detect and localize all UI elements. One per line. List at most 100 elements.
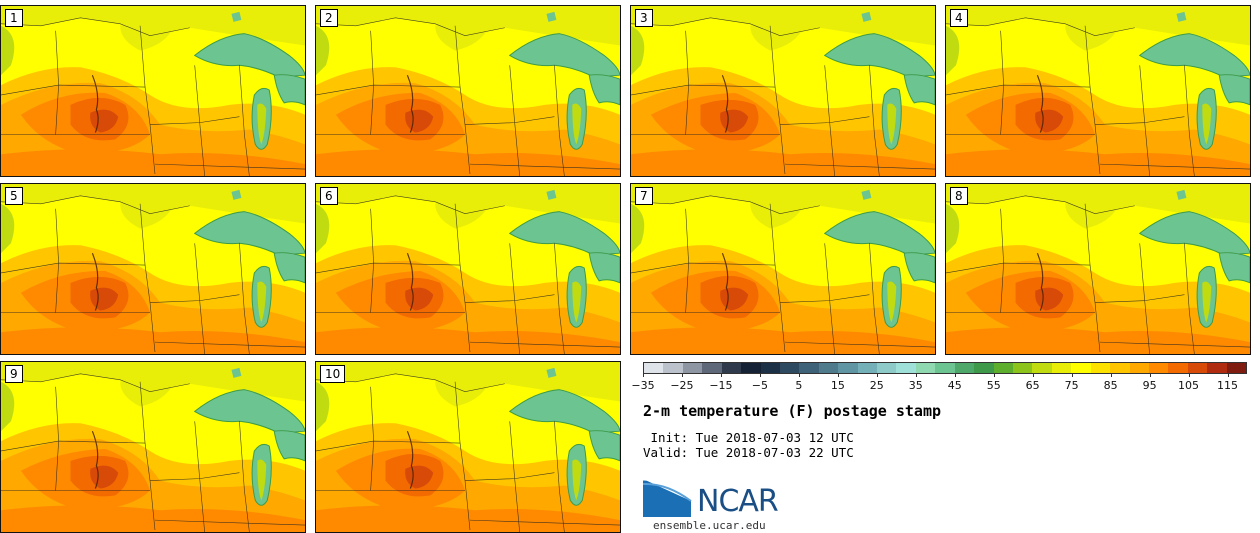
colorbar-swatch	[993, 363, 1014, 373]
colorbar-tick-label: 65	[1025, 379, 1040, 392]
colorbar-swatch	[682, 363, 703, 373]
colorbar-swatch	[1071, 363, 1091, 373]
colorbar-tick-label: −15	[709, 379, 733, 392]
panel-number: 4	[950, 9, 968, 27]
colorbar-swatch	[702, 363, 722, 373]
panel-number: 5	[5, 187, 23, 205]
temperature-map	[316, 6, 620, 176]
colorbar-tick-mark	[759, 374, 761, 377]
colorbar-tick-label: 35	[908, 379, 923, 392]
valid-time: Valid: Tue 2018-07-03 22 UTC	[643, 445, 854, 460]
panel-number: 8	[950, 187, 968, 205]
colorbar-swatch	[896, 363, 916, 373]
temperature-map	[631, 184, 935, 354]
colorbar-tick-mark	[720, 374, 722, 377]
colorbar-swatch	[818, 363, 839, 373]
colorbar-tick-mark	[993, 374, 995, 377]
colorbar-tick-mark	[1071, 374, 1073, 377]
colorbar-swatch	[954, 363, 975, 373]
colorbar-swatch	[915, 363, 936, 373]
init-time: Init: Tue 2018-07-03 12 UTC	[643, 430, 854, 445]
colorbar-tick-label: 55	[986, 379, 1001, 392]
colorbar-tick-label: −5	[751, 379, 768, 392]
ncar-logo-text: NCAR	[697, 484, 779, 519]
colorbar-tick-mark	[876, 374, 878, 377]
colorbar-tick-mark	[798, 374, 800, 377]
colorbar-tick-mark	[837, 374, 839, 377]
ncar-logo	[643, 477, 692, 517]
colorbar-swatch	[1051, 363, 1072, 373]
temperature-map	[316, 362, 620, 532]
colorbar-tick-label: 105	[1178, 379, 1200, 392]
panel-number: 10	[320, 365, 346, 383]
colorbar-swatch	[721, 363, 742, 373]
colorbar-tick-mark	[1227, 374, 1229, 377]
colorbar-tick-mark	[1110, 374, 1112, 377]
temperature-map	[1, 6, 305, 176]
colorbar-swatch	[644, 363, 664, 373]
map-panel: 2	[315, 5, 621, 177]
site-url[interactable]: ensemble.ucar.edu	[653, 519, 766, 532]
colorbar-tick-mark	[1032, 374, 1034, 377]
colorbar-tick-label: 15	[830, 379, 845, 392]
colorbar-tick-label: 45	[947, 379, 962, 392]
colorbar-swatch	[1032, 363, 1052, 373]
colorbar-swatch	[760, 363, 780, 373]
map-panel: 1	[0, 5, 306, 177]
colorbar-ticks: −35 −25 −15 −5 5 15 25 35 45 55 65 75 85 95 105 115	[631, 374, 1247, 393]
colorbar-tick-mark	[954, 374, 956, 377]
map-panel: 3	[630, 5, 936, 177]
colorbar-tick-mark	[1149, 374, 1151, 377]
colorbar-tick-label: 75	[1064, 379, 1079, 392]
temperature-map	[631, 6, 935, 176]
colorbar-swatch	[1129, 363, 1149, 373]
colorbar	[643, 362, 1247, 374]
colorbar-swatch	[663, 363, 683, 373]
colorbar-swatch	[1168, 363, 1188, 373]
colorbar-tick-label: −25	[670, 379, 694, 392]
temperature-map	[1, 184, 305, 354]
panel-number: 1	[5, 9, 23, 27]
colorbar-tick-label: −35	[631, 379, 655, 392]
colorbar-tick-mark	[681, 374, 683, 377]
panel-number: 6	[320, 187, 338, 205]
colorbar-swatch	[1148, 363, 1169, 373]
map-panel: 8	[945, 183, 1251, 355]
colorbar-swatch	[877, 363, 897, 373]
panel-number: 2	[320, 9, 338, 27]
colorbar-tick-mark	[915, 374, 917, 377]
colorbar-swatch	[838, 363, 858, 373]
map-panel: 9	[0, 361, 306, 533]
colorbar-swatch	[935, 363, 955, 373]
colorbar-swatch	[799, 363, 819, 373]
colorbar-tick-label: 95	[1142, 379, 1157, 392]
figure-title: 2-m temperature (F) postage stamp	[643, 402, 942, 420]
panel-number: 3	[635, 9, 653, 27]
colorbar-tick-mark	[643, 374, 644, 377]
colorbar-swatch	[857, 363, 878, 373]
colorbar-swatch	[1110, 363, 1130, 373]
colorbar-swatch	[1013, 363, 1033, 373]
colorbar-tick-label: 5	[795, 379, 803, 392]
temperature-map	[946, 6, 1250, 176]
map-panel: 7	[630, 183, 936, 355]
temperature-map	[316, 184, 620, 354]
colorbar-swatch	[779, 363, 800, 373]
map-panel: 6	[315, 183, 621, 355]
colorbar-tick-label: 85	[1103, 379, 1118, 392]
panel-number: 7	[635, 187, 653, 205]
colorbar-tick-mark	[1188, 374, 1190, 377]
map-panel: 10	[315, 361, 621, 533]
map-panel: 5	[0, 183, 306, 355]
colorbar-tick-label: 115	[1217, 379, 1239, 392]
colorbar-swatch	[1207, 363, 1227, 373]
colorbar-tick-label: 25	[869, 379, 884, 392]
colorbar-swatch	[741, 363, 761, 373]
colorbar-swatch	[1226, 363, 1247, 373]
map-panel: 4	[945, 5, 1251, 177]
temperature-map	[946, 184, 1250, 354]
panel-number: 9	[5, 365, 23, 383]
colorbar-swatch	[1090, 363, 1111, 373]
colorbar-swatch	[974, 363, 994, 373]
colorbar-swatch	[1187, 363, 1208, 373]
